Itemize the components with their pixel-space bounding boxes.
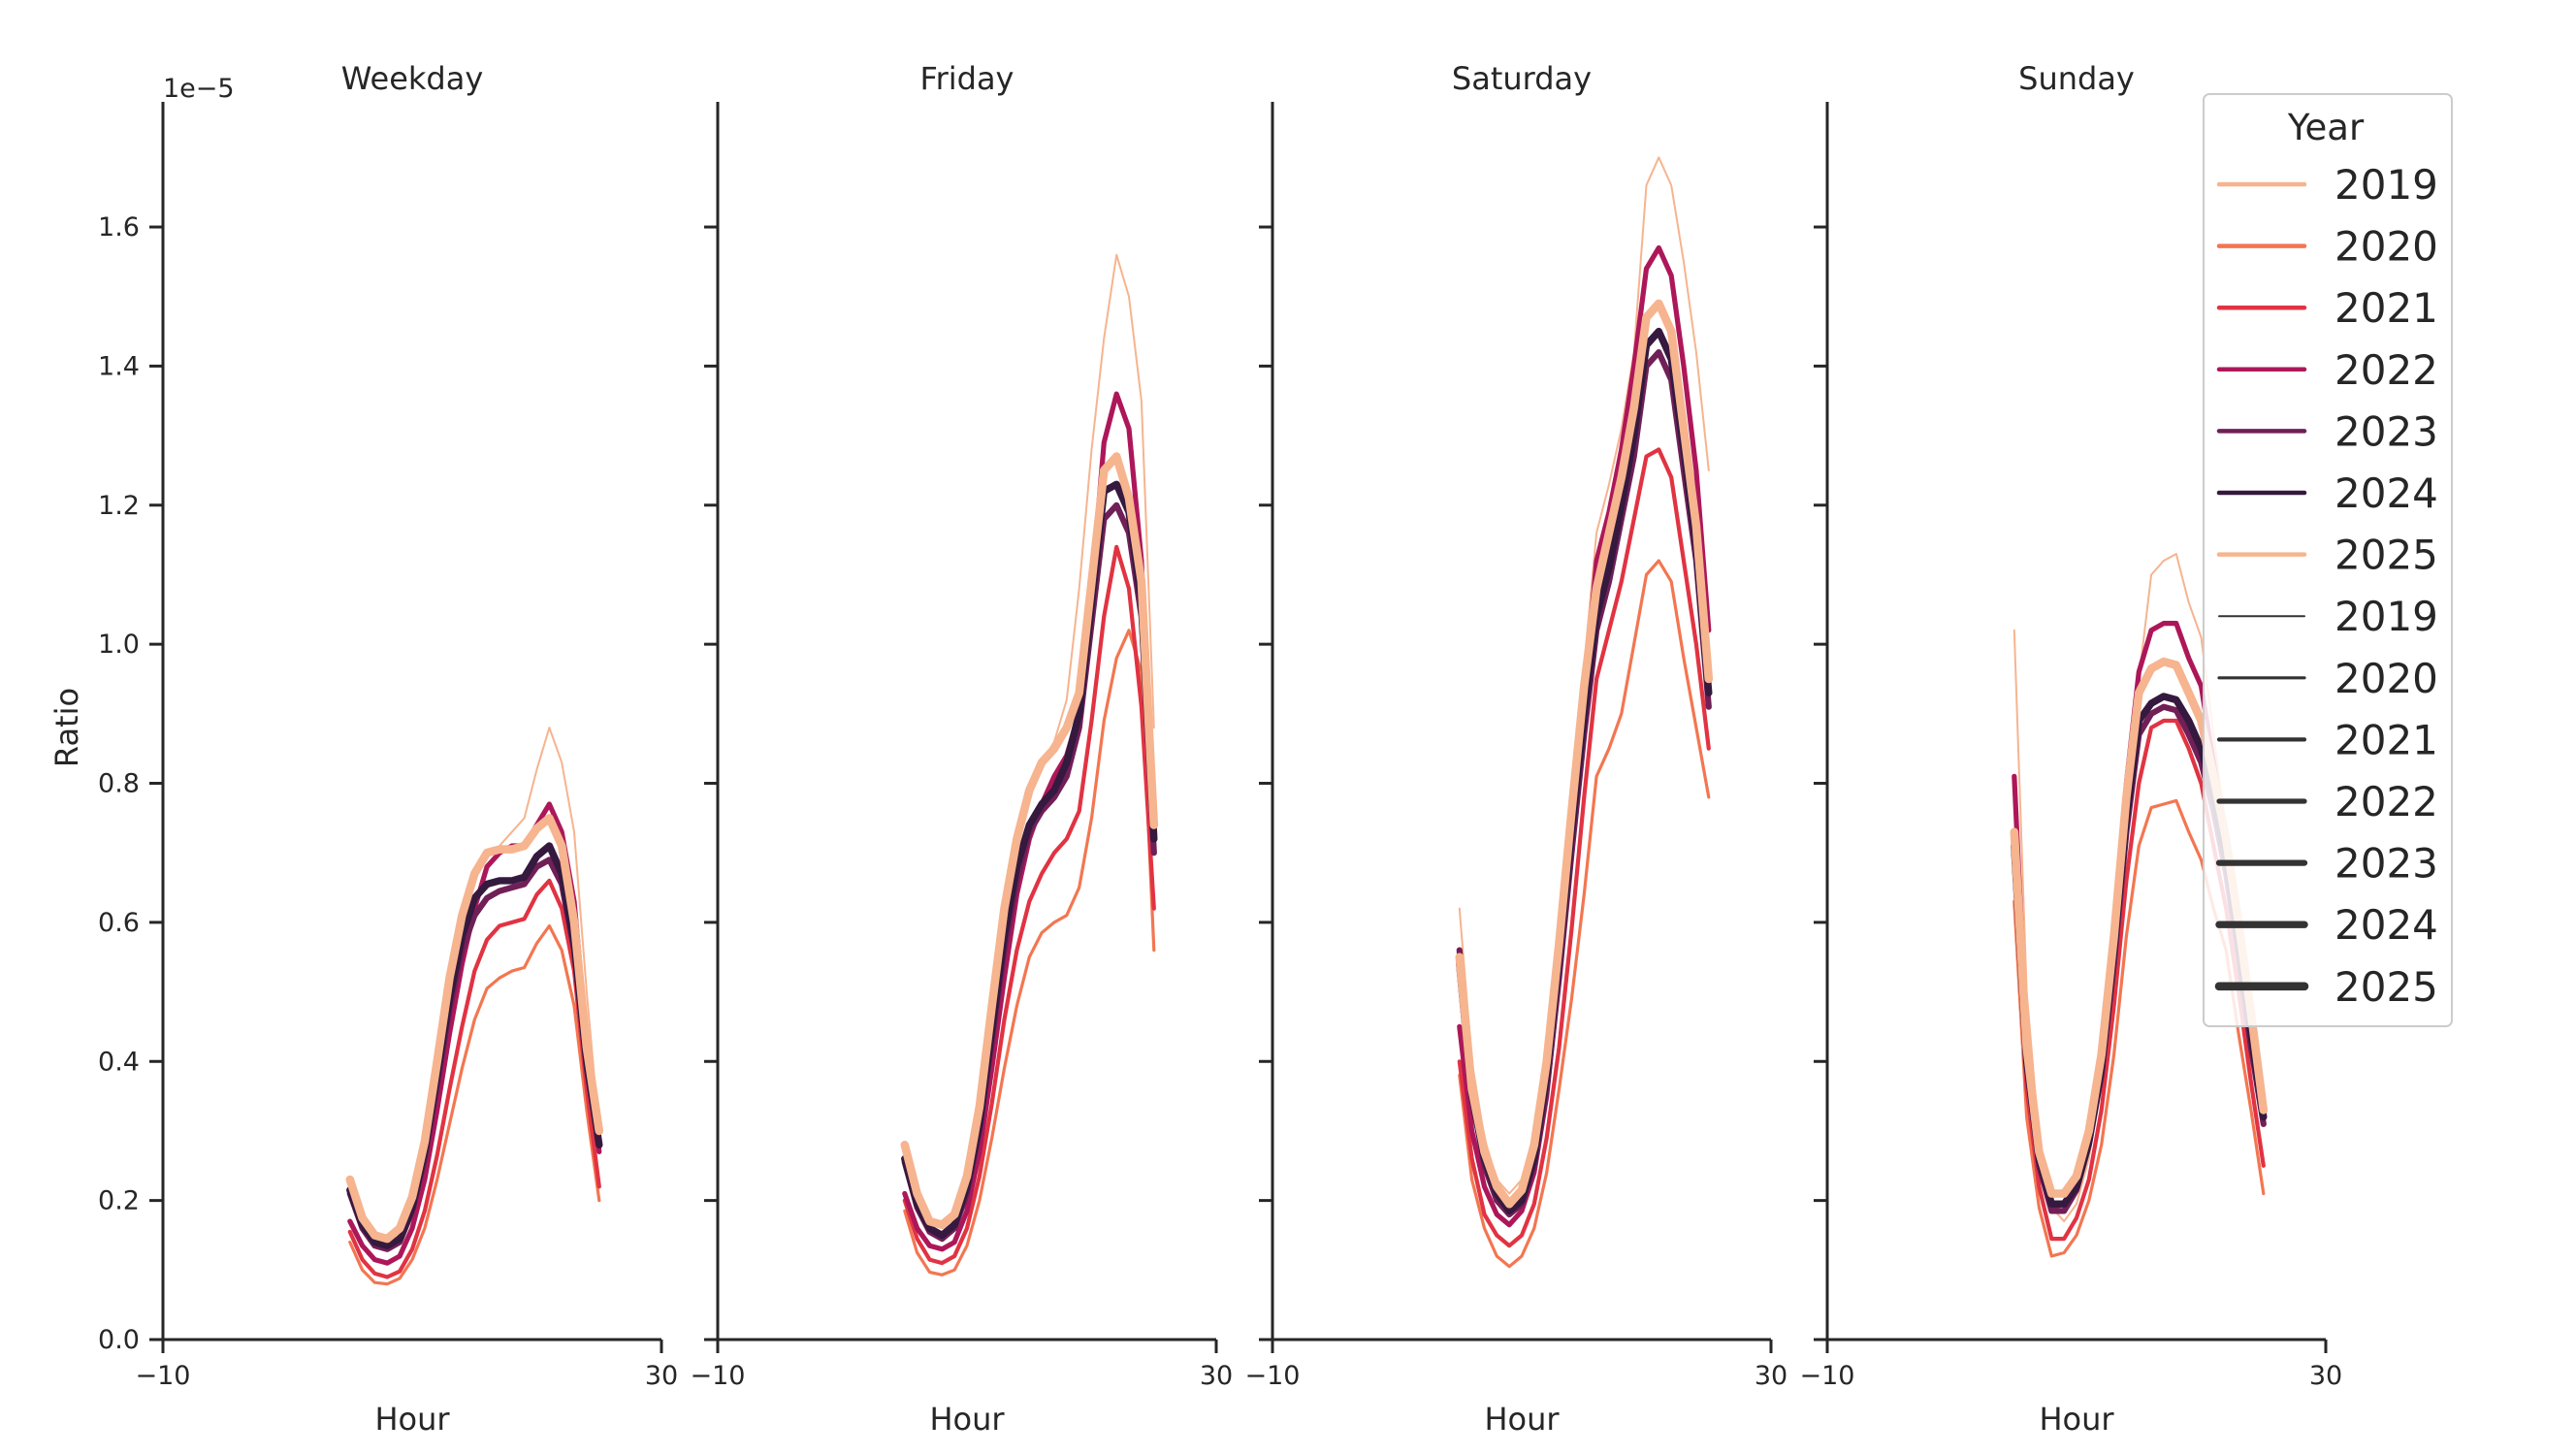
legend-label: 2023 [2334,840,2438,888]
y-tick-label: 0.6 [98,908,140,938]
y-axis-label: Ratio [48,688,85,767]
legend-label: 2023 [2334,407,2438,455]
x-axis-label: Hour [929,1401,1005,1438]
y-tick-label: 1.0 [98,630,140,660]
series-line-2021 [1457,447,1711,1248]
y-tick-label: 0.8 [98,769,140,799]
legend-label: 2020 [2334,655,2438,702]
x-axis-label: Hour [374,1401,450,1438]
y-offset-label: 1e−5 [163,74,235,104]
x-tick-label: −10 [1800,1361,1855,1391]
series-group [900,253,1159,1277]
panel-title: Saturday [1452,60,1592,97]
series-group [1455,156,1714,1269]
panel-title: Weekday [341,60,484,97]
panels-layer: Weekday 0.0 0.2 0.4 0.6 0.8 1.0 1.2 1.4 1.6 −10 30 H… [48,60,2342,1438]
panel-title: Friday [920,60,1014,97]
x-tick-label: 30 [2309,1361,2342,1391]
series-line-2019 [348,727,600,1244]
series-line-2023 [901,501,1157,1243]
x-tick-label: 30 [645,1361,678,1391]
series-line-2024 [1456,327,1713,1215]
legend-label: 2020 [2334,223,2438,271]
x-tick-label: −10 [1245,1361,1301,1391]
series-line-2020 [903,629,1156,1277]
legend-entry: 2024 [2216,469,2438,517]
legend-entry: 2019 [2218,593,2438,640]
x-axis-label: Hour [2039,1401,2114,1438]
y-tick-label: 1.4 [98,351,140,381]
legend-label: 2019 [2334,161,2438,209]
y-tick-label: 0.2 [98,1186,140,1216]
legend-label: 2024 [2334,901,2438,949]
legend-label: 2019 [2334,593,2438,640]
series-line-2024 [901,480,1158,1240]
legend-entry: 2023 [2216,407,2438,455]
panel-weekday: Weekday 0.0 0.2 0.4 0.6 0.8 1.0 1.2 1.4 1.6 −10 30 H… [48,60,678,1438]
legend-title: Year [2287,107,2365,148]
series-line-2021 [347,878,601,1279]
legend-entry: 2020 [2216,223,2438,271]
legend-entry: 2021 [2216,716,2438,763]
x-axis-label: Hour [1484,1401,1560,1438]
series-line-2025 [1455,299,1714,1209]
series-line-2025 [900,452,1159,1229]
x-tick-label: 30 [1755,1361,1787,1391]
legend-entry: 2025 [2216,532,2438,579]
legend-box [2203,93,2453,1027]
x-tick-label: 30 [1200,1361,1233,1391]
series-line-2020 [1458,559,1711,1269]
legend-label: 2025 [2334,963,2438,1011]
legend-entry: 2020 [2217,655,2438,702]
legend: Year 2019 2020 2021 2022 2023 2024 2025 2019 2020… [2203,93,2453,1027]
legend-label: 2022 [2334,346,2438,394]
y-tick-label: 0.4 [98,1047,140,1077]
panel-friday: Friday −10 30 Hour [691,60,1234,1438]
legend-entry: 2021 [2216,284,2438,332]
legend-label: 2024 [2334,469,2438,517]
y-tick-label: 1.6 [98,212,140,242]
x-tick-label: −10 [136,1361,191,1391]
legend-label: 2021 [2334,284,2438,332]
legend-entry: 2024 [2215,901,2438,949]
series-line-2024 [346,842,603,1249]
legend-label: 2022 [2334,778,2438,825]
legend-entry: 2022 [2216,346,2438,394]
y-tick-label: 0.0 [98,1325,140,1355]
panel-saturday: Saturday −10 30 Hour [1245,60,1788,1438]
legend-label: 2025 [2334,532,2438,579]
legend-entry: 2019 [2216,161,2438,209]
legend-entry: 2025 [2214,963,2438,1011]
legend-entry: 2023 [2215,840,2438,888]
y-tick-label: 1.2 [98,491,140,521]
series-line-2021 [902,544,1156,1266]
series-line-2025 [345,814,604,1244]
legend-label: 2021 [2334,716,2438,763]
series-group [345,727,604,1286]
series-line-2020 [348,923,601,1286]
x-tick-label: −10 [691,1361,746,1391]
legend-entry: 2022 [2216,778,2438,825]
panel-title: Sunday [2018,60,2135,97]
